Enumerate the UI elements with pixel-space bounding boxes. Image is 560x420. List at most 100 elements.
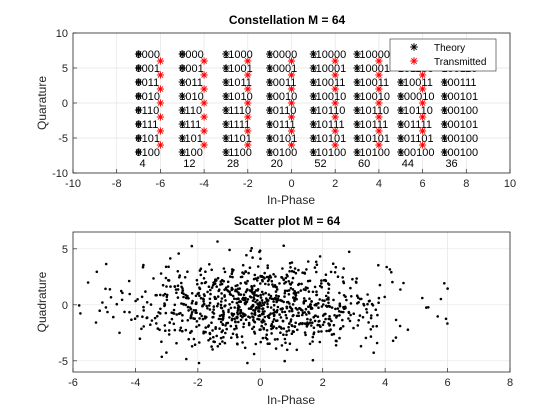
scatter-point: [425, 306, 428, 309]
theory-marker: [222, 148, 230, 156]
scatter-point: [304, 299, 308, 303]
scatter-point: [215, 334, 218, 338]
scatter-point: [209, 292, 212, 296]
scatter-point: [351, 277, 354, 281]
scatter-point: [206, 290, 209, 294]
scatter-point: [195, 278, 199, 282]
scatter-point: [225, 327, 228, 331]
theory-marker: [440, 134, 449, 142]
scatter-point: [302, 302, 306, 305]
transmitted-marker: [156, 99, 164, 107]
scatter-point: [242, 293, 246, 297]
scatter-point: [180, 281, 183, 285]
scatter-point: [398, 324, 402, 328]
scatter-point: [308, 342, 312, 346]
scatter-point: [446, 287, 449, 290]
scatter-point: [251, 299, 255, 303]
point-label: 0100: [136, 147, 160, 159]
scatter-point: [371, 325, 375, 328]
scatter-point: [328, 324, 331, 327]
scatter-point: [258, 301, 262, 304]
scatter-point: [164, 276, 168, 280]
theory-marker: [222, 50, 230, 58]
scatter-point: [254, 289, 258, 292]
scatter-point: [259, 293, 263, 297]
scatter-point: [170, 317, 174, 321]
scatter-point: [199, 312, 202, 316]
point-label: 110000: [354, 49, 390, 61]
scatter-point: [214, 327, 217, 331]
scatter-point: [315, 270, 318, 274]
scatter-point: [306, 260, 310, 263]
scatter-point: [275, 294, 278, 297]
scatter-point: [145, 301, 149, 304]
scatter-point: [79, 312, 82, 315]
scatter-point: [191, 299, 194, 303]
scatter-point: [160, 355, 164, 359]
scatter-point: [259, 340, 263, 344]
constellation-title: Constellation M = 64: [229, 13, 346, 27]
scatter-point: [164, 329, 167, 333]
x-tick-label: -8: [112, 178, 122, 190]
scatter-point: [172, 308, 176, 312]
scatter-point: [261, 336, 265, 340]
scatter-point: [152, 277, 155, 280]
scatter-point: [195, 320, 199, 323]
scatter-point: [222, 267, 226, 270]
scatter-point: [173, 285, 177, 288]
scatter-point: [375, 324, 379, 328]
scatter-point: [318, 255, 322, 258]
scatter-point: [127, 279, 131, 283]
scatter-point: [331, 262, 335, 266]
scatter-point: [330, 319, 333, 323]
scatter-point: [216, 295, 220, 298]
scatter-ylabel: Quadrature: [35, 271, 49, 332]
scatter-point: [231, 300, 234, 304]
scatter-point: [180, 291, 184, 295]
point-label: 110100: [310, 147, 346, 159]
scatter-point: [251, 315, 254, 318]
scatter-point: [212, 335, 215, 339]
scatter-point: [213, 340, 216, 344]
scatter-point: [169, 285, 172, 288]
theory-marker: [266, 134, 274, 142]
transmitted-marker: [156, 141, 164, 149]
scatter-point: [299, 307, 302, 311]
scatter-point: [142, 309, 145, 312]
point-label: 101111: [398, 119, 432, 131]
x-tick-label: -4: [131, 377, 141, 389]
scatter-point: [293, 299, 296, 303]
scatter-point: [265, 333, 269, 337]
scatter-point: [184, 303, 188, 307]
scatter-point: [312, 316, 316, 319]
point-label: 10000: [267, 49, 298, 61]
scatter-point: [248, 266, 252, 270]
x-tick-label: 4: [376, 178, 382, 190]
scatter-point: [439, 297, 443, 301]
transmitted-marker: [200, 113, 208, 121]
transmitted-marker: [419, 99, 427, 107]
scatter-point: [274, 319, 278, 323]
theory-marker: [397, 120, 405, 128]
scatter-point: [320, 305, 324, 308]
scatter-point: [242, 325, 245, 329]
scatter-point: [273, 284, 277, 287]
theory-marker: [353, 64, 361, 72]
scatter-point: [258, 328, 262, 332]
transmitted-marker: [200, 127, 208, 135]
x-tick-label: 6: [445, 377, 451, 389]
y-tick-label: 10: [56, 28, 68, 40]
theory-marker: [178, 50, 186, 58]
scatter-point: [115, 302, 119, 306]
theory-marker: [222, 134, 230, 142]
theory-marker: [353, 50, 361, 58]
scatter-point: [208, 301, 212, 305]
scatter-point: [308, 279, 312, 283]
scatter-point: [261, 321, 264, 324]
transmitted-marker: [375, 71, 383, 79]
scatter-point: [201, 304, 205, 307]
scatter-point: [175, 291, 178, 295]
legend-entry-transmitted: Transmitted: [434, 57, 486, 68]
scatter-point: [348, 319, 352, 323]
scatter-point: [310, 300, 313, 303]
